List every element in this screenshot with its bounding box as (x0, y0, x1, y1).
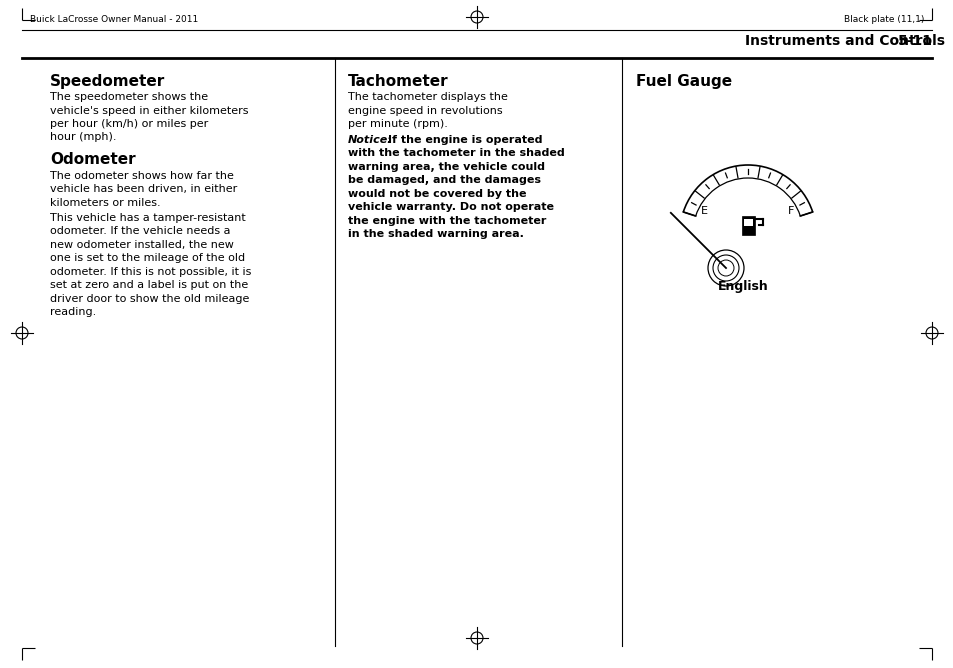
FancyBboxPatch shape (741, 216, 754, 235)
Text: set at zero and a label is put on the: set at zero and a label is put on the (50, 281, 248, 291)
Text: Notice:: Notice: (348, 135, 393, 145)
Text: the engine with the tachometer: the engine with the tachometer (348, 216, 546, 226)
FancyBboxPatch shape (743, 219, 752, 226)
Text: Buick LaCrosse Owner Manual - 2011: Buick LaCrosse Owner Manual - 2011 (30, 15, 198, 23)
Text: E: E (700, 206, 707, 216)
Text: per hour (km/h) or miles per: per hour (km/h) or miles per (50, 119, 208, 129)
Text: Instruments and Controls: Instruments and Controls (744, 34, 944, 48)
Text: vehicle's speed in either kilometers: vehicle's speed in either kilometers (50, 106, 248, 116)
Text: Speedometer: Speedometer (50, 74, 165, 89)
Text: If the engine is operated: If the engine is operated (388, 135, 542, 145)
Text: This vehicle has a tamper-resistant: This vehicle has a tamper-resistant (50, 213, 246, 223)
Text: driver door to show the old mileage: driver door to show the old mileage (50, 294, 249, 304)
Text: vehicle has been driven, in either: vehicle has been driven, in either (50, 184, 237, 194)
Text: kilometers or miles.: kilometers or miles. (50, 198, 160, 208)
Text: The tachometer displays the: The tachometer displays the (348, 92, 507, 102)
Text: odometer. If the vehicle needs a: odometer. If the vehicle needs a (50, 226, 231, 236)
Text: Tachometer: Tachometer (348, 74, 448, 89)
Text: The odometer shows how far the: The odometer shows how far the (50, 171, 233, 181)
Text: The speedometer shows the: The speedometer shows the (50, 92, 208, 102)
Text: one is set to the mileage of the old: one is set to the mileage of the old (50, 253, 245, 263)
Text: 5-11: 5-11 (897, 34, 932, 48)
Text: reading.: reading. (50, 307, 96, 317)
Text: per minute (rpm).: per minute (rpm). (348, 119, 447, 129)
Text: would not be covered by the: would not be covered by the (348, 189, 526, 199)
Text: odometer. If this is not possible, it is: odometer. If this is not possible, it is (50, 267, 251, 277)
Text: vehicle warranty. Do not operate: vehicle warranty. Do not operate (348, 202, 554, 212)
Text: English: English (717, 280, 767, 293)
Text: in the shaded warning area.: in the shaded warning area. (348, 230, 523, 240)
Text: engine speed in revolutions: engine speed in revolutions (348, 106, 502, 116)
Text: with the tachometer in the shaded: with the tachometer in the shaded (348, 148, 564, 158)
Text: Black plate (11,1): Black plate (11,1) (842, 15, 923, 23)
Text: be damaged, and the damages: be damaged, and the damages (348, 176, 540, 186)
Text: hour (mph).: hour (mph). (50, 132, 116, 142)
Text: new odometer installed, the new: new odometer installed, the new (50, 240, 233, 250)
Text: warning area, the vehicle could: warning area, the vehicle could (348, 162, 544, 172)
Text: Odometer: Odometer (50, 152, 135, 167)
Text: F: F (787, 206, 794, 216)
Text: Fuel Gauge: Fuel Gauge (636, 74, 731, 89)
